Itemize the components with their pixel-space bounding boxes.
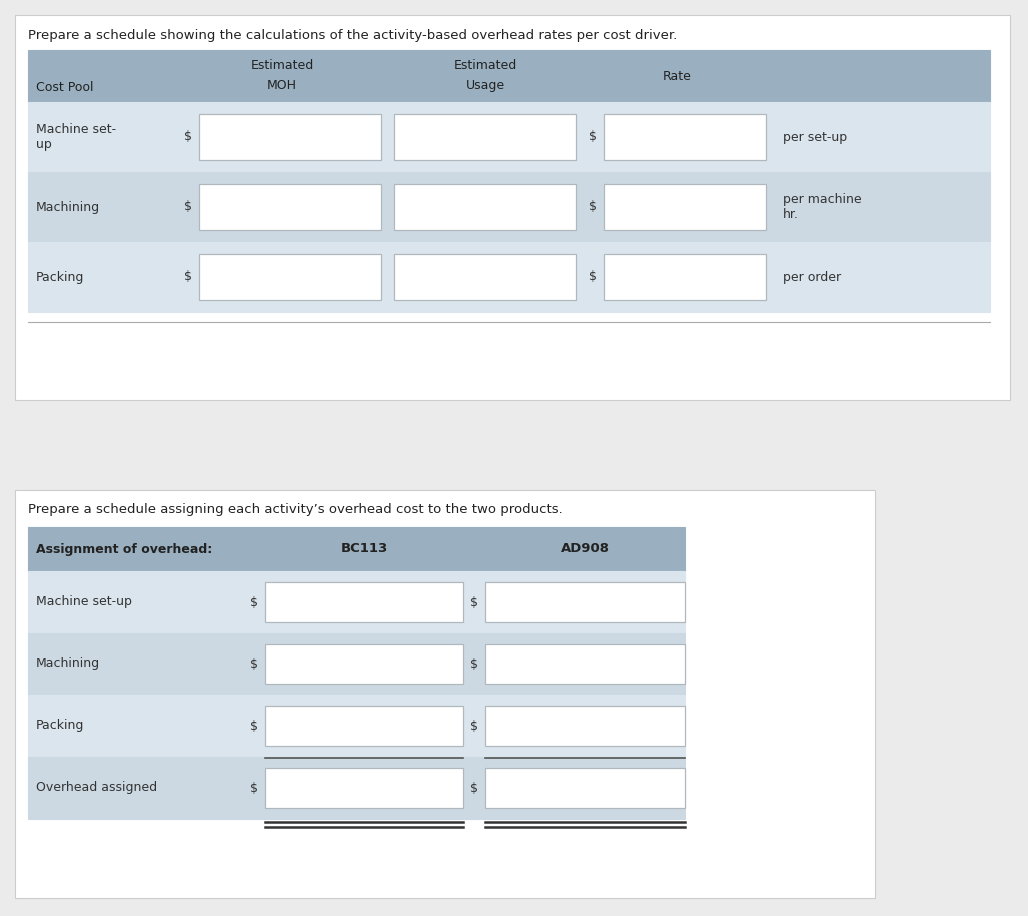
Text: $: $ xyxy=(589,270,597,283)
Text: Prepare a schedule showing the calculations of the activity-based overhead rates: Prepare a schedule showing the calculati… xyxy=(28,29,677,42)
Bar xyxy=(15,490,875,898)
Text: $: $ xyxy=(184,130,192,144)
Text: $: $ xyxy=(184,201,192,213)
Text: Prepare a schedule assigning each activity’s overhead cost to the two products.: Prepare a schedule assigning each activi… xyxy=(28,504,562,517)
Bar xyxy=(604,254,766,300)
Bar xyxy=(28,757,685,819)
Bar xyxy=(265,768,463,808)
Text: Machine set-up: Machine set-up xyxy=(36,595,132,608)
Text: MOH: MOH xyxy=(267,79,297,92)
Bar xyxy=(28,242,990,312)
Text: Estimated: Estimated xyxy=(251,60,314,72)
Bar xyxy=(28,50,990,102)
Text: $: $ xyxy=(470,595,478,608)
Text: Packing: Packing xyxy=(36,719,84,733)
Text: $: $ xyxy=(250,719,258,733)
Bar xyxy=(485,644,685,684)
Text: $: $ xyxy=(470,719,478,733)
Bar xyxy=(394,254,576,300)
Text: BC113: BC113 xyxy=(340,542,388,555)
Bar xyxy=(28,172,990,242)
Text: $: $ xyxy=(589,201,597,213)
Bar xyxy=(265,644,463,684)
Bar xyxy=(485,768,685,808)
Text: $: $ xyxy=(184,270,192,283)
Bar xyxy=(28,527,685,571)
Text: per order: per order xyxy=(783,270,841,283)
Text: $: $ xyxy=(470,658,478,671)
Text: $: $ xyxy=(589,130,597,144)
Text: Machining: Machining xyxy=(36,201,100,213)
Text: Overhead assigned: Overhead assigned xyxy=(36,781,157,794)
Text: Packing: Packing xyxy=(36,270,84,283)
Bar xyxy=(199,184,381,230)
Text: per set-up: per set-up xyxy=(783,130,847,144)
Text: Cost Pool: Cost Pool xyxy=(36,81,94,94)
Bar xyxy=(394,114,576,160)
Bar xyxy=(28,102,990,172)
Bar xyxy=(604,184,766,230)
Text: Estimated: Estimated xyxy=(453,60,517,72)
Bar xyxy=(485,706,685,746)
Bar xyxy=(28,633,685,695)
Bar xyxy=(265,582,463,622)
Text: Machine set-
up: Machine set- up xyxy=(36,123,116,151)
Text: $: $ xyxy=(250,595,258,608)
Text: Machining: Machining xyxy=(36,658,100,671)
Text: $: $ xyxy=(250,781,258,794)
Bar xyxy=(394,184,576,230)
Text: Assignment of overhead:: Assignment of overhead: xyxy=(36,542,212,555)
Text: AD908: AD908 xyxy=(560,542,610,555)
Bar xyxy=(604,114,766,160)
Bar xyxy=(485,582,685,622)
Text: Usage: Usage xyxy=(466,79,505,92)
Bar xyxy=(199,114,381,160)
Text: Rate: Rate xyxy=(663,70,692,82)
Bar xyxy=(15,15,1009,400)
Bar xyxy=(28,695,685,757)
Text: $: $ xyxy=(250,658,258,671)
Text: per machine
hr.: per machine hr. xyxy=(783,193,861,221)
Bar xyxy=(199,254,381,300)
Bar xyxy=(28,571,685,633)
Bar xyxy=(265,706,463,746)
Text: $: $ xyxy=(470,781,478,794)
